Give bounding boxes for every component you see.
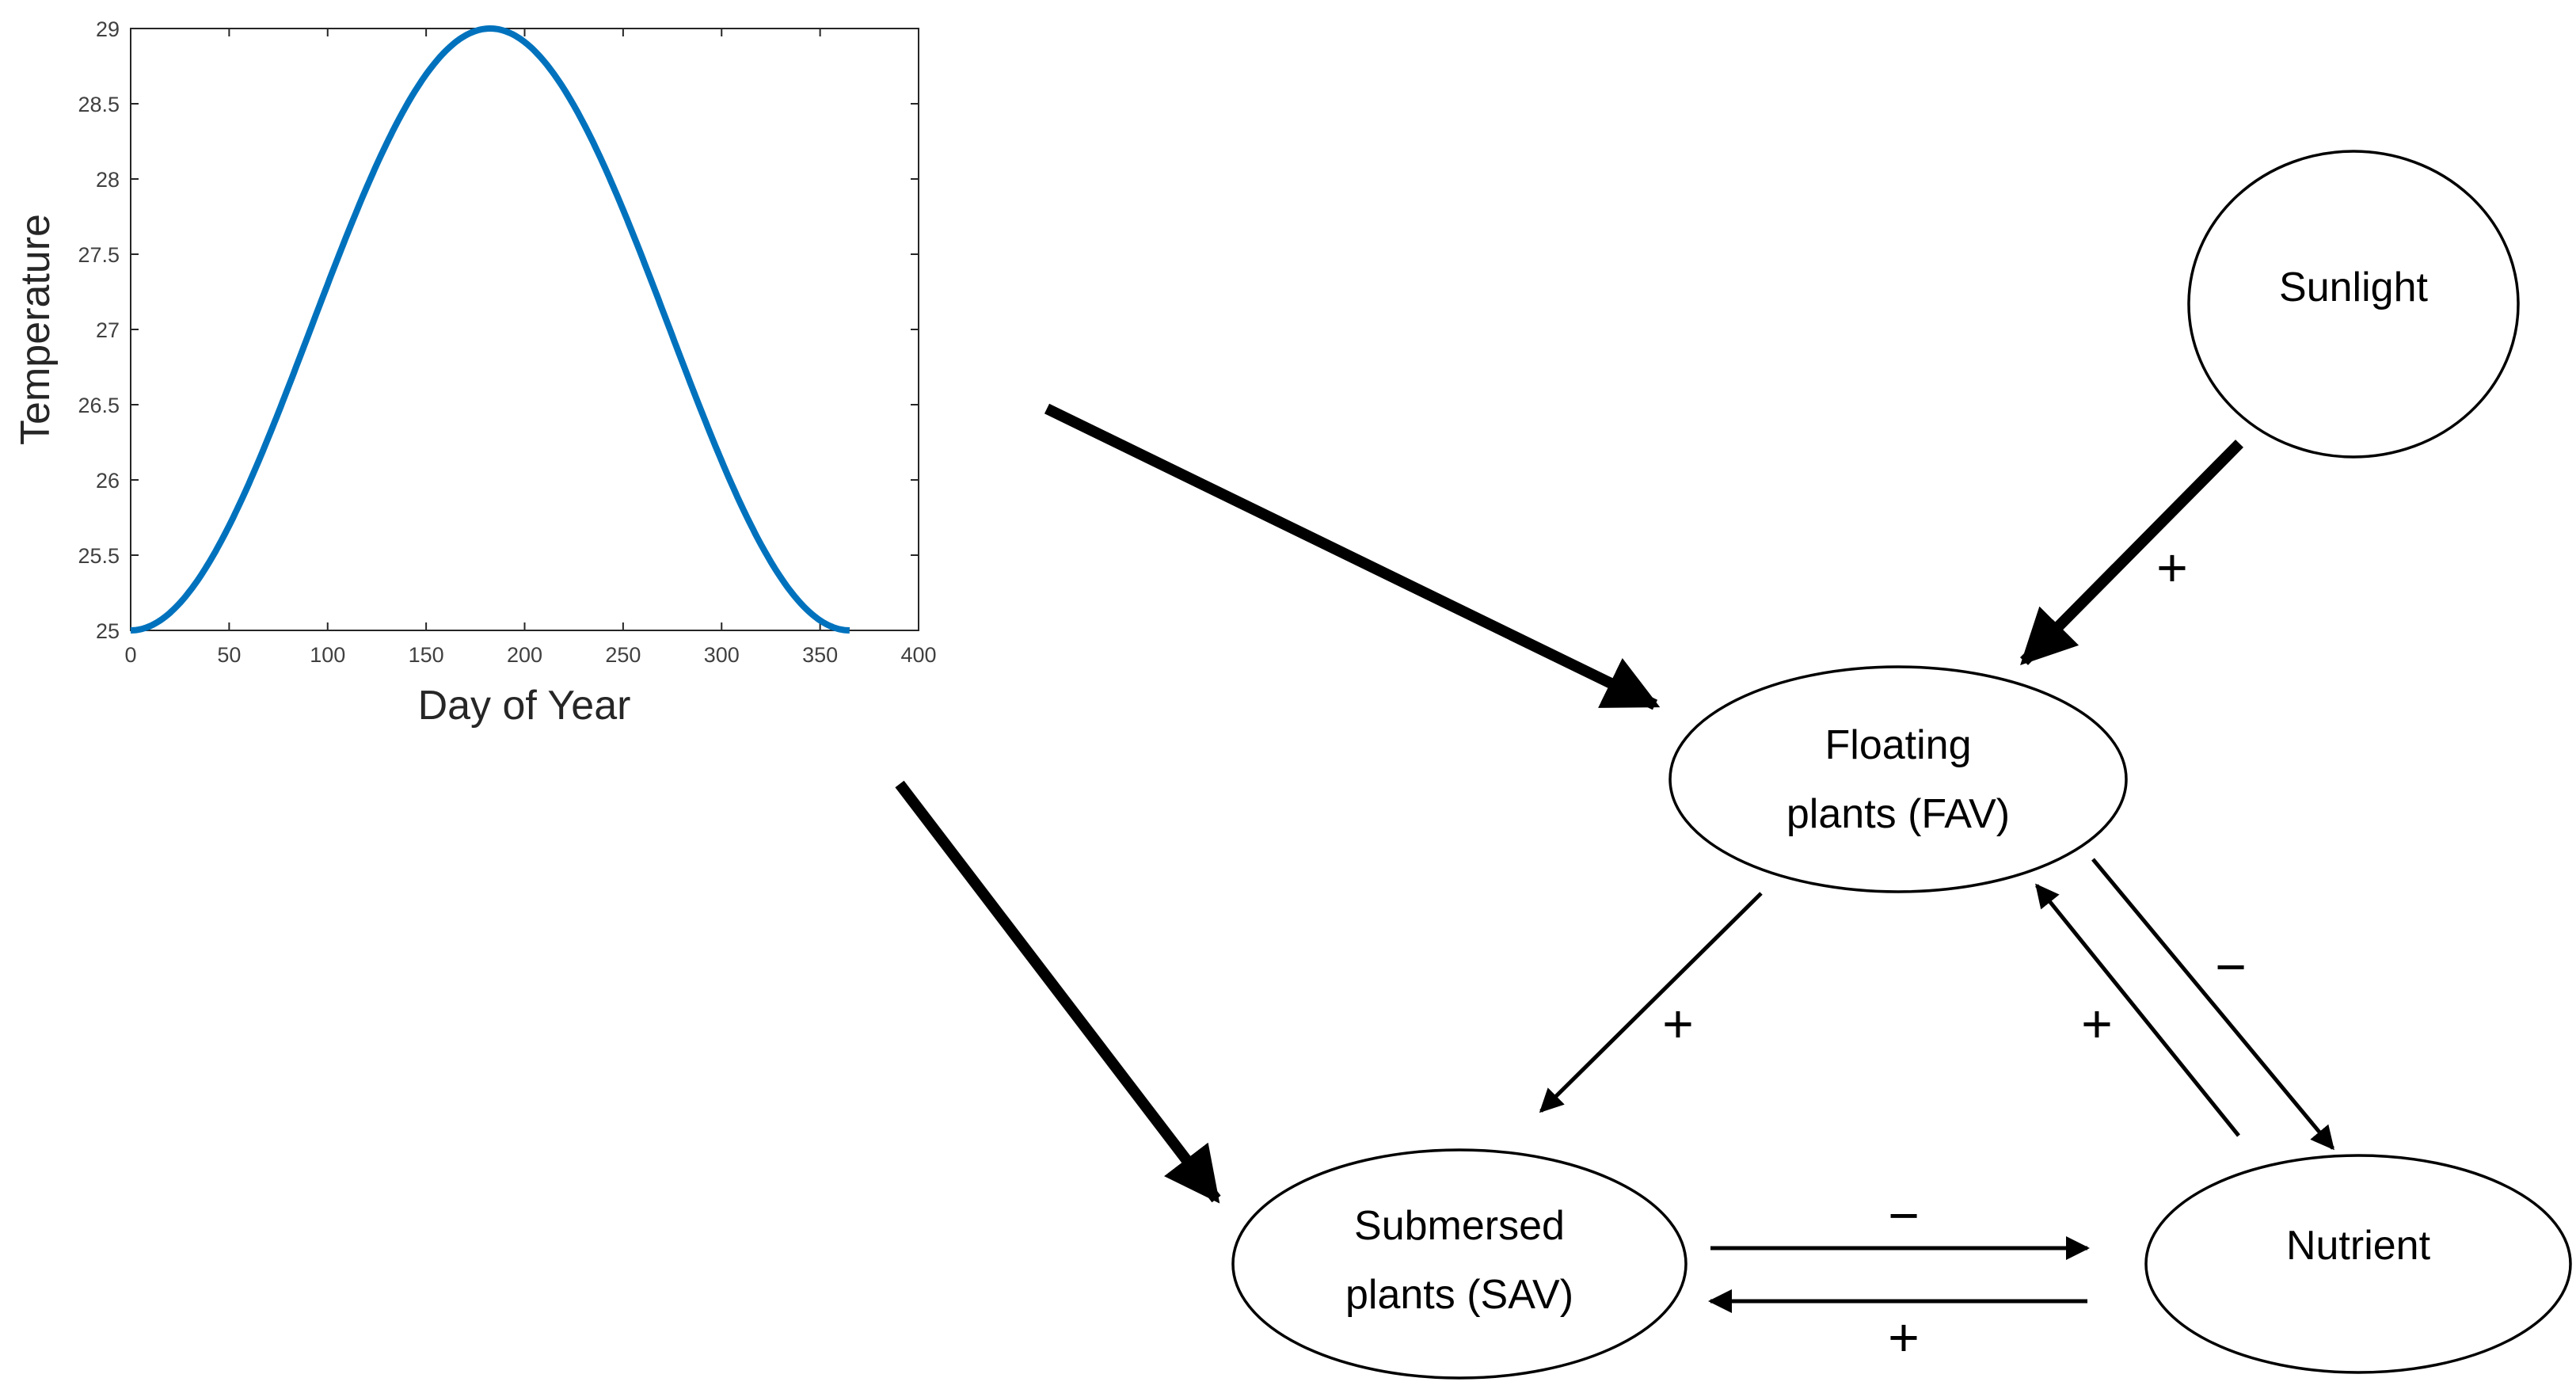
sign-nutrient-to-fav: + [2081,994,2113,1054]
y-tick-label: 27 [96,318,120,342]
sign-nutrient-to-sav: + [1888,1308,1920,1368]
y-tick-label: 25.5 [78,544,120,568]
x-tick-label: 350 [802,643,838,667]
x-tick-label: 400 [900,643,936,667]
x-tick-label: 250 [605,643,641,667]
x-tick-label: 300 [704,643,740,667]
arrow-sunlight-to-fav [2020,440,2243,665]
sign-fav-to-nutrient: − [2215,937,2247,997]
x-tick-label: 100 [310,643,345,667]
y-axis-ticks: 25 25.5 26 26.5 27 27.5 28 28.5 29 [78,17,919,643]
y-tick-label: 27.5 [78,243,120,267]
y-tick-label: 28 [96,168,120,192]
y-tick-label: 26.5 [78,394,120,417]
sign-fav-to-sav: + [1662,994,1694,1054]
node-sunlight-label: Sunlight [2279,265,2428,310]
node-fav: Floating plants (FAV) [1669,665,2128,893]
node-sav: Submersed plants (SAV) [1231,1148,1688,1380]
arrow-nutrient-to-fav [2035,883,2240,1137]
x-axis-ticks: 0 50 100 150 200 250 300 350 400 [124,29,937,667]
arrow-temperature-to-sav [895,780,1221,1204]
x-axis-title: Day of Year [418,683,631,729]
y-tick-label: 28.5 [78,93,120,116]
sign-sunlight-to-fav: + [2156,538,2188,598]
x-tick-label: 200 [507,643,542,667]
arrow-fav-to-nutrient [2091,858,2334,1151]
node-fav-label-line2: plants (FAV) [1786,791,2010,837]
node-fav-label-line1: Floating [1825,722,1972,768]
y-tick-label: 29 [96,17,120,41]
node-sunlight: Sunlight [2187,150,2520,459]
sign-sav-to-nutrient: − [1888,1186,1920,1246]
x-tick-label: 50 [217,643,241,667]
node-sav-label-line1: Submersed [1354,1203,1565,1249]
arrow-temperature-to-fav [1044,403,1661,710]
x-tick-label: 0 [124,643,136,667]
y-tick-label: 26 [96,469,120,493]
y-tick-label: 25 [96,619,120,643]
plot-frame [130,28,919,631]
arrow-fav-to-sav [1539,892,1763,1113]
temperature-chart: 0 50 100 150 200 250 300 350 400 2525.52626.5272… [13,17,937,729]
y-axis-title: Temperature [13,214,59,445]
node-nutrient: Nutrient [2144,1154,2572,1374]
series-line-temperature [129,25,851,634]
node-sav-label-line2: plants (SAV) [1345,1272,1573,1318]
node-nutrient-label: Nutrient [2286,1223,2431,1269]
x-tick-label: 150 [409,643,444,667]
